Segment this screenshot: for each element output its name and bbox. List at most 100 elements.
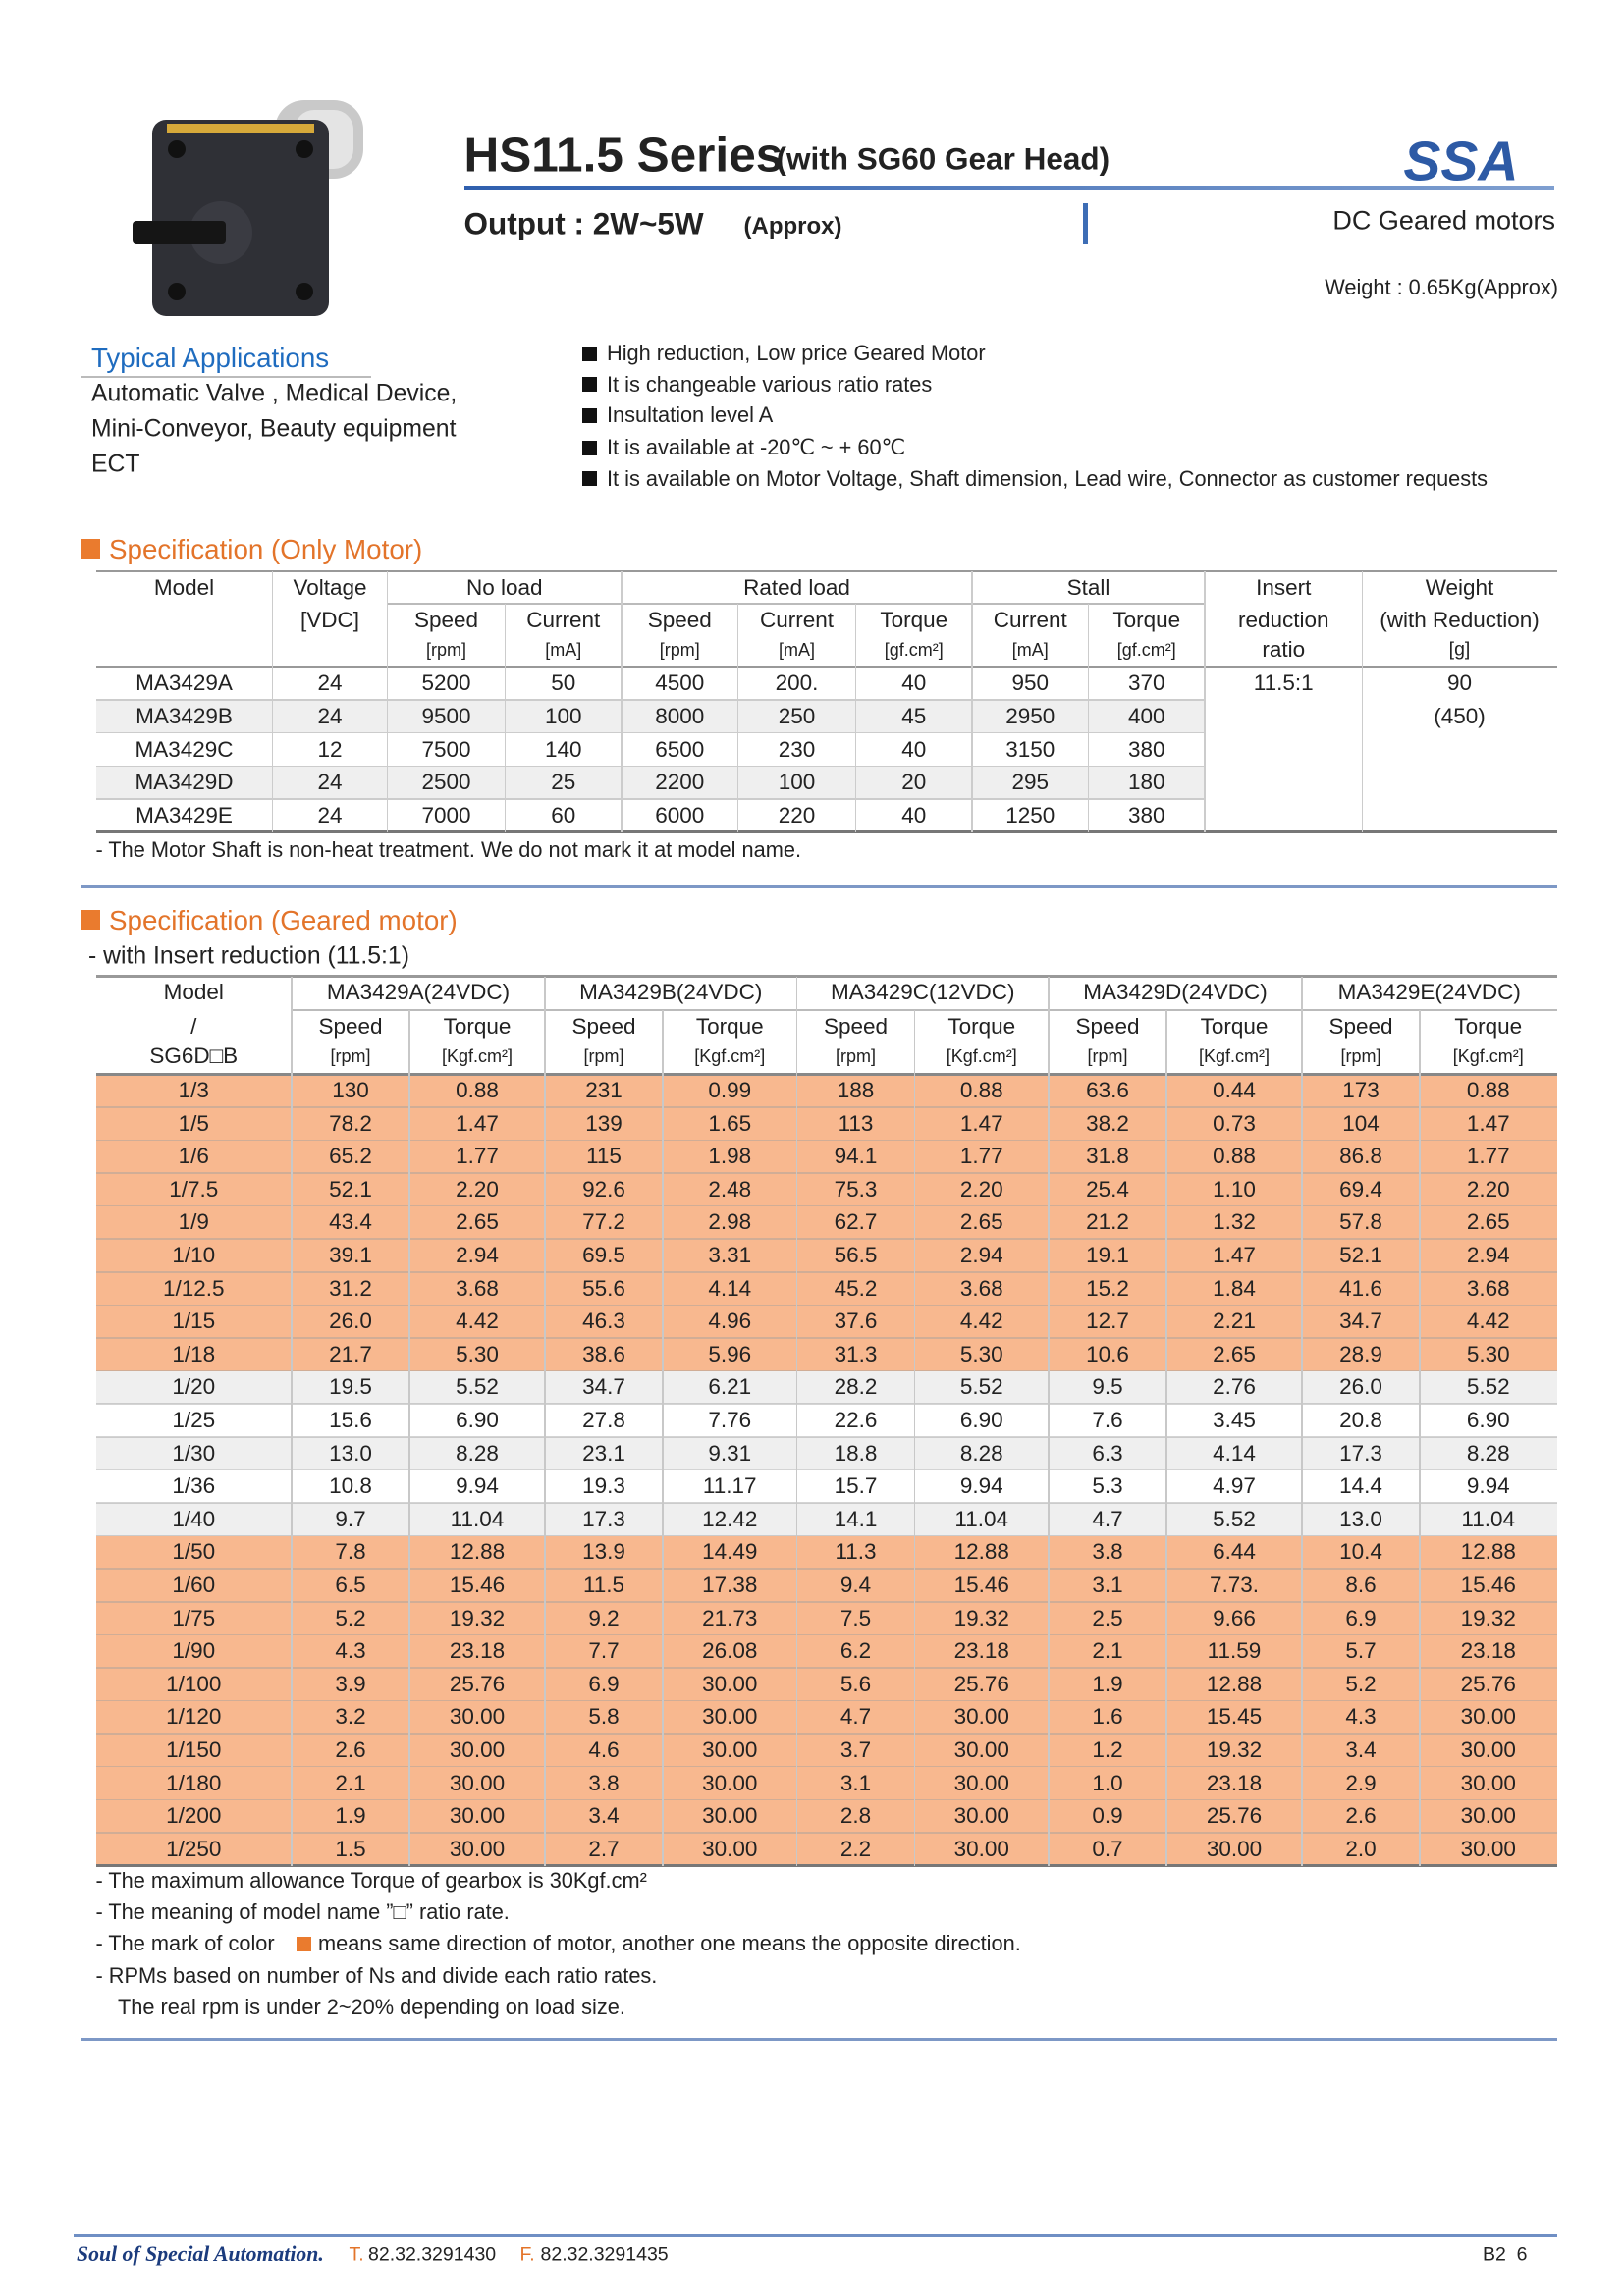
text: 52.1 [329,1176,372,1201]
rule [95,1139,1557,1142]
text: 9.5 [1092,1374,1123,1400]
text: 1.2 [1092,1736,1123,1762]
text: 6.90 [456,1407,499,1432]
text: 7.73. [1209,1572,1260,1597]
text: 69.4 [1339,1176,1382,1201]
text: 5200 [421,670,471,696]
text: 34.7 [1339,1308,1382,1333]
rule [81,376,371,378]
rule [795,976,798,1866]
text: 3.68 [1466,1275,1510,1301]
text: 30.00 [953,1704,1009,1730]
rule [95,1765,1557,1768]
text: 2.94 [959,1242,1003,1267]
text: 1.77 [456,1143,499,1168]
text: 19.32 [449,1605,506,1630]
text: 6.3 [1092,1440,1123,1466]
text: 18.8 [834,1440,878,1466]
text: 113 [838,1110,874,1136]
text: 15.2 [1086,1275,1129,1301]
text: 62.7 [834,1209,878,1235]
rule [95,1436,1557,1438]
text: 6.9 [1345,1605,1377,1630]
text: 100 [544,703,582,728]
row-bg [95,700,1205,733]
text: 39.1 [329,1242,372,1267]
text: 4.97 [1213,1472,1256,1498]
rule [95,1369,1557,1372]
text: 45.2 [834,1275,878,1301]
row-bg [95,1502,1557,1536]
text: 30.00 [702,1770,758,1795]
title-suffix: (with SG60 Gear Head) [776,140,1110,177]
row-bg [95,1370,1557,1405]
row-bg [95,1700,1557,1735]
text: 92.6 [582,1176,625,1201]
text: 6.21 [708,1374,752,1400]
text: 19.32 [953,1605,1009,1630]
text: 4.3 [335,1637,366,1663]
text: Torque [695,1013,764,1039]
rule [408,1010,410,1866]
text: 1/36 [172,1472,216,1498]
text: 250 [778,703,816,728]
row-bg [95,1766,1557,1800]
text: 1/200 [166,1802,222,1828]
text: 1/40 [172,1506,216,1531]
text: 1/100 [166,1671,222,1696]
text: [gf.cm²] [884,639,944,660]
text: 19.5 [329,1374,372,1400]
rule [736,604,739,832]
text: 11.5:1 [1253,670,1314,696]
text: 1/5 [178,1110,209,1136]
text: 30.00 [1460,1802,1516,1828]
text: 400 [1127,703,1165,728]
text: 4.7 [839,1704,872,1730]
text: Torque [1200,1013,1269,1039]
text: Rated load [743,574,850,600]
text: 56.5 [834,1242,878,1267]
text: 19.32 [1206,1736,1263,1762]
rule [95,798,1205,800]
rule [95,1601,1557,1603]
text: 3.68 [456,1275,499,1301]
text: 380 [1127,736,1165,762]
text: 1.84 [1213,1275,1256,1301]
text: 11.5 [582,1572,625,1597]
text: 45 [901,703,927,728]
text: 7.5 [839,1605,872,1630]
text: 30.00 [1460,1836,1516,1861]
text: Model [153,574,215,600]
text: 30.00 [702,1802,758,1828]
row-bg [95,1569,1557,1602]
text: Speed [823,1013,889,1039]
text: 63.6 [1086,1077,1129,1102]
rule [95,1337,1557,1339]
title: HS11.5 Series [463,127,784,182]
text: 1250 [1005,802,1056,828]
rule [504,604,507,832]
note: - The maximum allowance Torque of gearbo… [95,1867,647,1893]
text: 4.14 [1213,1440,1256,1466]
applications-title: Typical Applications [91,342,330,373]
text: 3.8 [588,1770,620,1795]
text: 1/75 [172,1605,216,1630]
text: 17.38 [702,1572,758,1597]
text: 1.47 [959,1110,1003,1136]
text: 13.9 [582,1539,625,1565]
text: 2.65 [959,1209,1003,1235]
text: 1.32 [1213,1209,1256,1235]
text: 7.7 [588,1637,620,1663]
note: - The meaning of model name ”□” ratio ra… [95,1898,510,1924]
note: - The mark of color [95,1931,275,1956]
text: 11.04 [954,1506,1009,1531]
text: 30.00 [702,1836,758,1861]
fax: 82.32.3291435 [540,2242,669,2265]
text: 30.00 [449,1736,506,1762]
text: 17.3 [582,1506,625,1531]
row-bg [95,1205,1557,1240]
text: 78.2 [329,1110,372,1136]
row-bg [95,1535,1557,1570]
text: 30.00 [449,1770,506,1795]
feature: It is changeable various ratio rates [607,371,933,397]
